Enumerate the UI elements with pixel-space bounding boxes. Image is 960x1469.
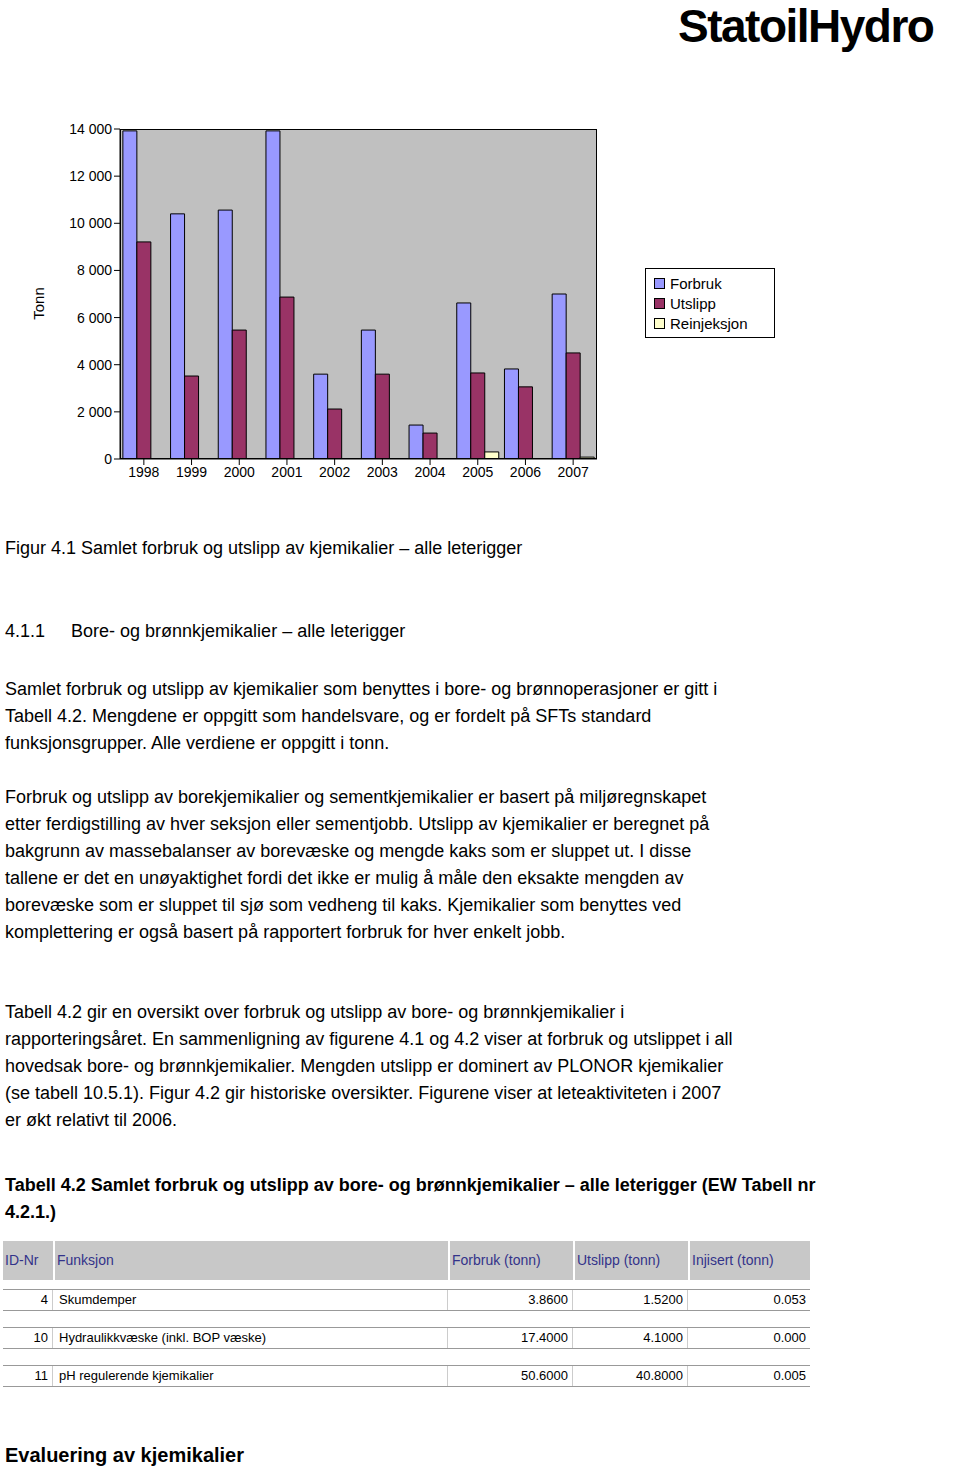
html-text:Forbruk (tonn): Forbruk (tonn) [452,1252,541,1268]
svg-text:0: 0 [104,451,112,467]
html-text:Bore- og brønnkjemikalier – al: Bore- og brønnkjemikalier – alle leterig… [71,621,406,641]
html-text:1.5200: 1.5200 [643,1292,683,1307]
html-text:rapporteringsåret. En sammenli: rapporteringsåret. En sammenligning av f… [5,1029,733,1049]
svg-text:10 000: 10 000 [69,215,112,231]
html-text:50.6000: 50.6000 [521,1368,568,1383]
html-text:Evaluering av kjemikalier: Evaluering av kjemikalier [5,1444,244,1466]
html-text:Skumdemper: Skumdemper [59,1292,137,1307]
html-text:Reinjeksjon: Reinjeksjon [670,314,748,332]
html-text:4.2.1.): 4.2.1.) [5,1202,56,1222]
html-text:funksjonsgrupper. Alle verdien: funksjonsgrupper. Alle verdiene er oppgi… [5,733,390,753]
html-text:4.1.1: 4.1.1 [5,621,45,641]
html-text:11: 11 [34,1368,48,1383]
svg-text:8 000: 8 000 [77,262,112,278]
svg-text:2000: 2000 [224,464,255,480]
html-text:borevæske som er sluppet til s: borevæske som er sluppet til sjø som ved… [5,895,682,915]
html-text:Forbruk: Forbruk [670,274,722,292]
html-text:ID-Nr: ID-Nr [5,1252,39,1268]
svg-text:2003: 2003 [367,464,398,480]
html-text:pH regulerende kjemikalier: pH regulerende kjemikalier [59,1368,214,1383]
html-text:er økt relativt til 2006.: er økt relativt til 2006. [5,1110,178,1130]
html-text:etter ferdigstilling av hver s: etter ferdigstilling av hver seksjon ell… [5,814,710,834]
svg-text:1998: 1998 [128,464,159,480]
svg-text:2 000: 2 000 [77,404,112,420]
svg-text:2002: 2002 [319,464,350,480]
html-text:10: 10 [33,1330,48,1345]
html-text:Utslipp (tonn): Utslipp (tonn) [577,1252,661,1268]
html-text:0.053: 0.053 [773,1292,806,1307]
html-text:4.1000: 4.1000 [643,1330,683,1345]
html-text:Funksjon: Funksjon [57,1252,114,1268]
svg-text:14 000: 14 000 [69,121,112,137]
html-text:Tabell 4.2 Samlet forbruk og u: Tabell 4.2 Samlet forbruk og utslipp av … [5,1175,816,1195]
html-text:0.000: 0.000 [773,1330,806,1345]
svg-text:4 000: 4 000 [77,357,112,373]
html-text:17.4000: 17.4000 [521,1330,568,1345]
html-text:3.8600: 3.8600 [528,1292,568,1307]
html-text:40.8000: 40.8000 [636,1368,683,1383]
html-text:bakgrunn av massebalanser av b: bakgrunn av massebalanser av borevæske o… [5,841,692,861]
svg-text:2004: 2004 [414,464,445,480]
html-text:Samlet forbruk og utslipp av k: Samlet forbruk og utslipp av kjemikalier… [5,679,718,699]
html-text:hovedsak bore- og brønnkjemika: hovedsak bore- og brønnkjemikalier. Meng… [5,1056,724,1076]
html-text:Tonn: Tonn [29,287,47,320]
html-text:Figur 4.1 Samlet forbruk og ut: Figur 4.1 Samlet forbruk og utslipp av k… [5,538,523,558]
svg-text:1999: 1999 [176,464,207,480]
html-text:Injisert (tonn): Injisert (tonn) [692,1252,774,1268]
html-text:0.005: 0.005 [773,1368,806,1383]
html-text:tallene er det en unøyaktighet: tallene er det en unøyaktighet fordi det… [5,868,684,888]
html-text:4: 4 [40,1292,48,1307]
html-text:Tabell 4.2 gir en oversikt ove: Tabell 4.2 gir en oversikt over forbruk … [5,1002,625,1022]
html-text:StatoilHydro: StatoilHydro [678,0,934,52]
svg-text:2007: 2007 [558,464,589,480]
html-text:komplettering er også basert p: komplettering er også basert på rapporte… [5,922,566,942]
html-text:(se tabell 10.5.1). Figur 4.2: (se tabell 10.5.1). Figur 4.2 gir histor… [5,1083,722,1103]
svg-text:2006: 2006 [510,464,541,480]
svg-text:2001: 2001 [271,464,302,480]
html-text:Utslipp: Utslipp [670,294,716,312]
html-text:Hydraulikkvæske (inkl. BOP væs: Hydraulikkvæske (inkl. BOP væske) [59,1330,267,1345]
svg-text:6 000: 6 000 [77,310,112,326]
svg-text:2005: 2005 [462,464,493,480]
html-text:Forbruk og utslipp av borekjem: Forbruk og utslipp av borekjemikalier og… [5,787,707,807]
html-text:Tabell 4.2. Mengdene er oppgit: Tabell 4.2. Mengdene er oppgitt som hand… [5,706,652,726]
svg-text:12 000: 12 000 [69,168,112,184]
